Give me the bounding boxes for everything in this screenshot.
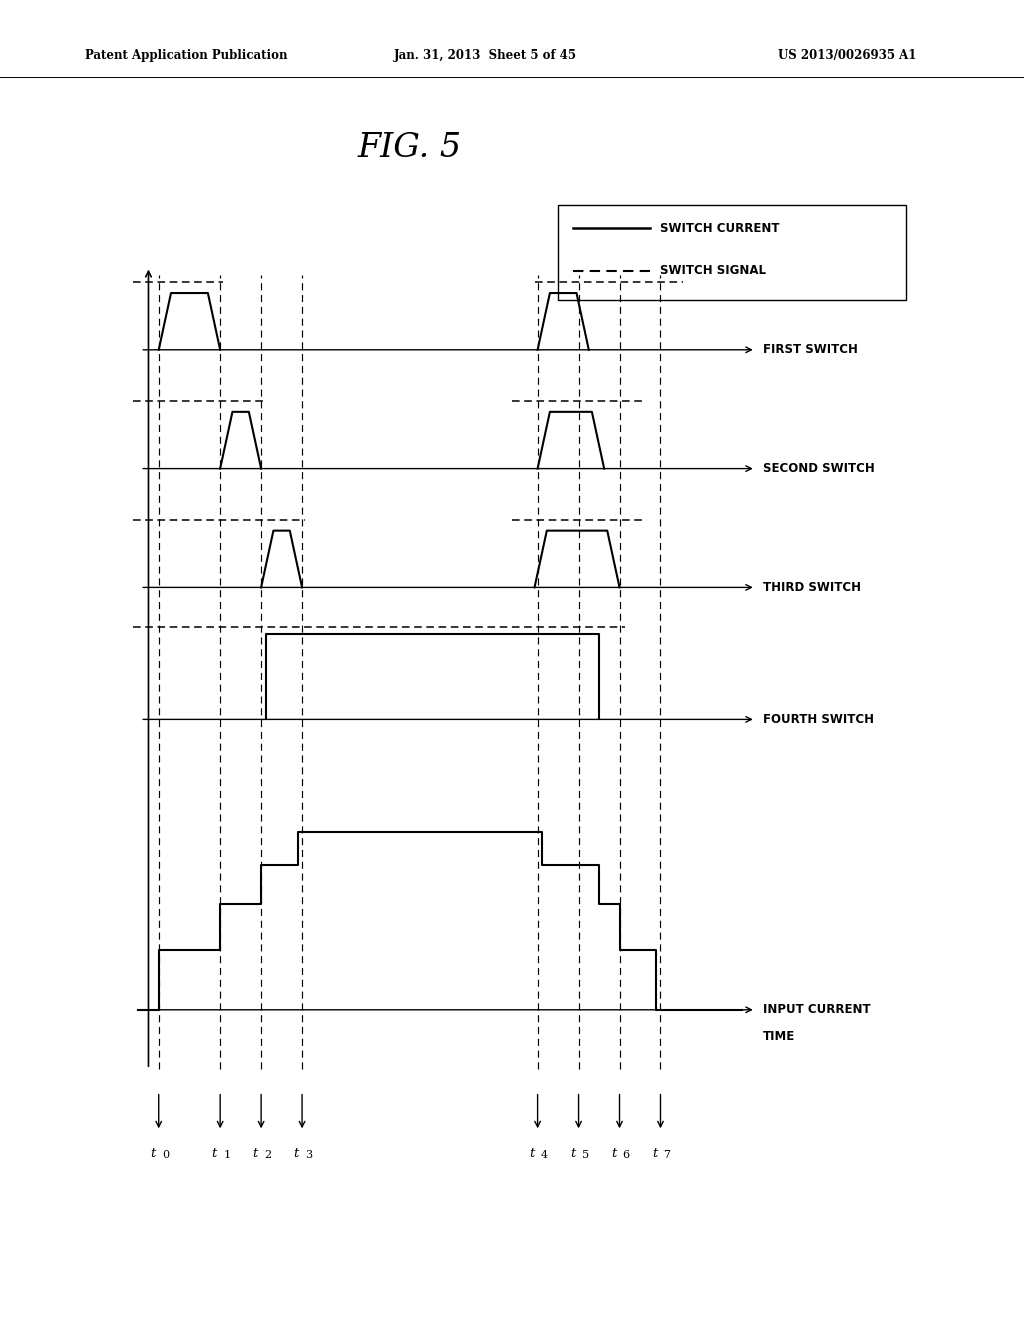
Text: Patent Application Publication: Patent Application Publication [85,49,288,62]
Text: 4: 4 [541,1150,548,1160]
Text: t: t [151,1147,156,1160]
Text: 5: 5 [582,1150,589,1160]
Text: t: t [652,1147,657,1160]
Text: SWITCH SIGNAL: SWITCH SIGNAL [660,264,767,277]
Text: Jan. 31, 2013  Sheet 5 of 45: Jan. 31, 2013 Sheet 5 of 45 [394,49,578,62]
Text: 6: 6 [623,1150,630,1160]
Text: SWITCH CURRENT: SWITCH CURRENT [660,222,780,235]
Text: t: t [253,1147,258,1160]
Text: SECOND SWITCH: SECOND SWITCH [763,462,874,475]
Text: THIRD SWITCH: THIRD SWITCH [763,581,861,594]
Bar [558,205,906,300]
Text: 3: 3 [305,1150,312,1160]
Text: t: t [212,1147,217,1160]
Text: t: t [294,1147,299,1160]
Text: 7: 7 [664,1150,671,1160]
Text: t: t [611,1147,616,1160]
Text: TIME: TIME [763,1030,795,1043]
Text: t: t [570,1147,575,1160]
Text: FOURTH SWITCH: FOURTH SWITCH [763,713,873,726]
Text: FIRST SWITCH: FIRST SWITCH [763,343,858,356]
Text: t: t [529,1147,535,1160]
Text: 2: 2 [264,1150,271,1160]
Text: 1: 1 [223,1150,230,1160]
Text: 0: 0 [162,1150,169,1160]
Text: INPUT CURRENT: INPUT CURRENT [763,1003,870,1016]
Text: US 2013/0026935 A1: US 2013/0026935 A1 [778,49,916,62]
Text: FIG. 5: FIG. 5 [357,132,462,164]
